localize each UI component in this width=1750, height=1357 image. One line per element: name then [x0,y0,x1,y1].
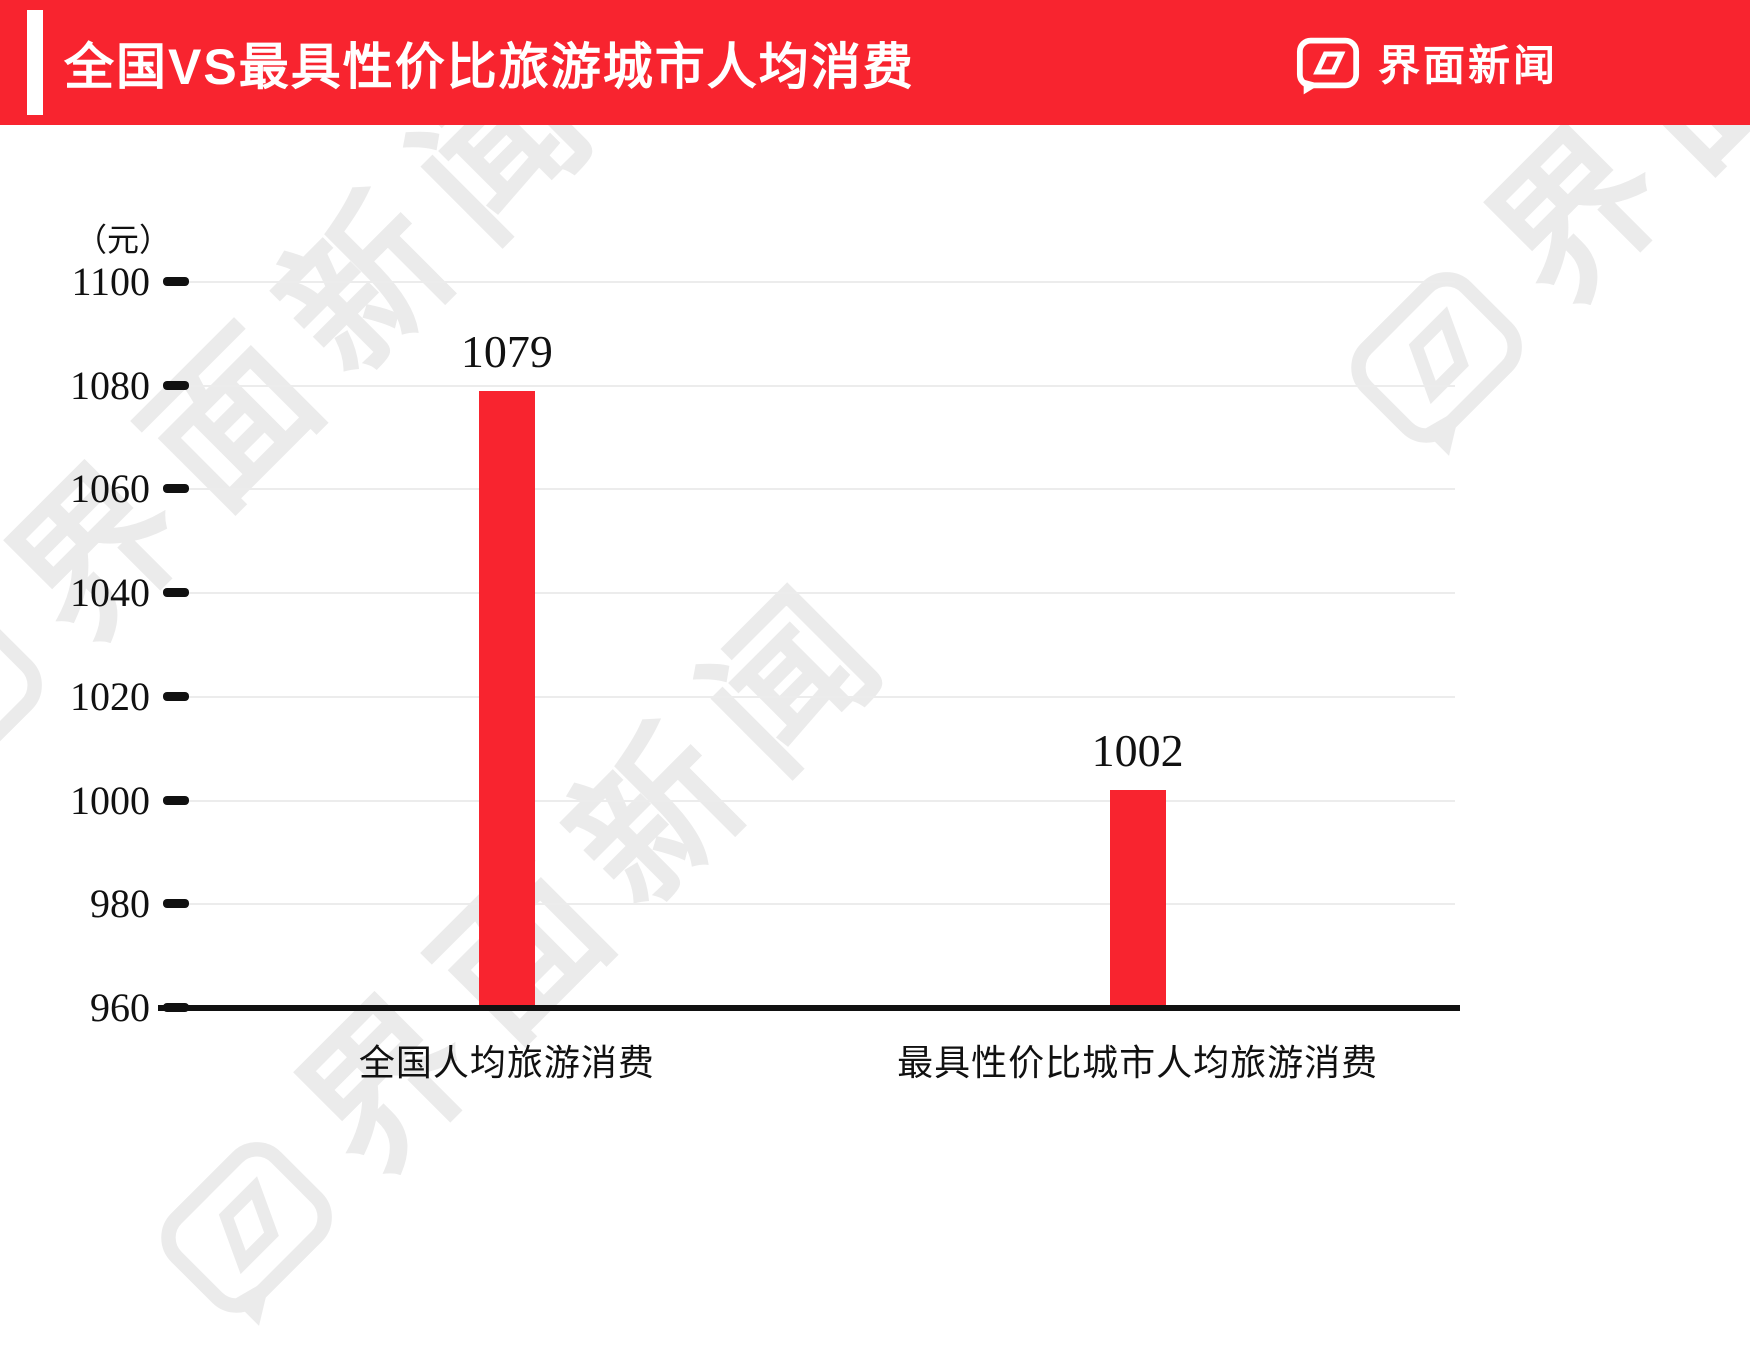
y-axis-tick-label: 1080 [70,362,150,408]
gridline [165,384,1455,387]
plot-area: 1079 全国人均旅游消费 1002 最具性价比城市人均旅游消费 [165,281,1455,1083]
bar-category-label: 全国人均旅游消费 [358,1042,655,1083]
y-axis-tick-mark [163,484,189,494]
y-axis-tick-mark [163,1003,189,1012]
brand-name: 界面新闻 [1378,42,1559,89]
bar-value-label: 1002 [1091,725,1184,777]
y-axis-tick-label: 1000 [70,777,150,823]
y-axis-tick-mark [163,899,189,909]
header: 全国VS最具性价比旅游城市人均消费 界面新闻 [0,0,1750,125]
bar [478,390,535,1008]
y-axis-unit-label: （元） [75,222,172,258]
y-axis-tick-mark [163,588,189,598]
y-axis-tick-mark [163,795,189,805]
brand: 界面新闻 [1296,0,1558,125]
gridline [165,592,1455,595]
x-axis-line [158,1005,1460,1011]
y-axis-tick-mark [163,277,189,286]
header-accent-stripe [27,10,43,115]
gridline [165,903,1455,906]
gridline [165,799,1455,802]
gridline [165,695,1455,698]
y-axis-tick-label: 1040 [70,570,150,616]
bar-category-label: 最具性价比城市人均旅游消费 [897,1042,1379,1083]
y-axis-tick-mark [163,691,189,701]
y-axis-tick-label: 1060 [70,466,150,512]
y-axis-tick-mark [163,380,189,390]
y-axis-tick-label: 960 [90,985,150,1030]
gridline [165,488,1455,491]
y-axis-tick-label: 980 [90,881,150,927]
gridline [165,281,1455,283]
page-title: 全国VS最具性价比旅游城市人均消费 [64,38,915,95]
bar [1109,790,1166,1008]
bar-value-label: 1079 [460,325,553,377]
jiemian-logo-icon [1296,31,1360,95]
bar-chart: （元） 1079 全国人均旅游消费 1002 最具性价比城市人均旅游消费 1100 10… [0,125,1750,1357]
y-axis-tick-label: 1100 [71,259,150,304]
y-axis-tick-label: 1020 [70,673,150,719]
